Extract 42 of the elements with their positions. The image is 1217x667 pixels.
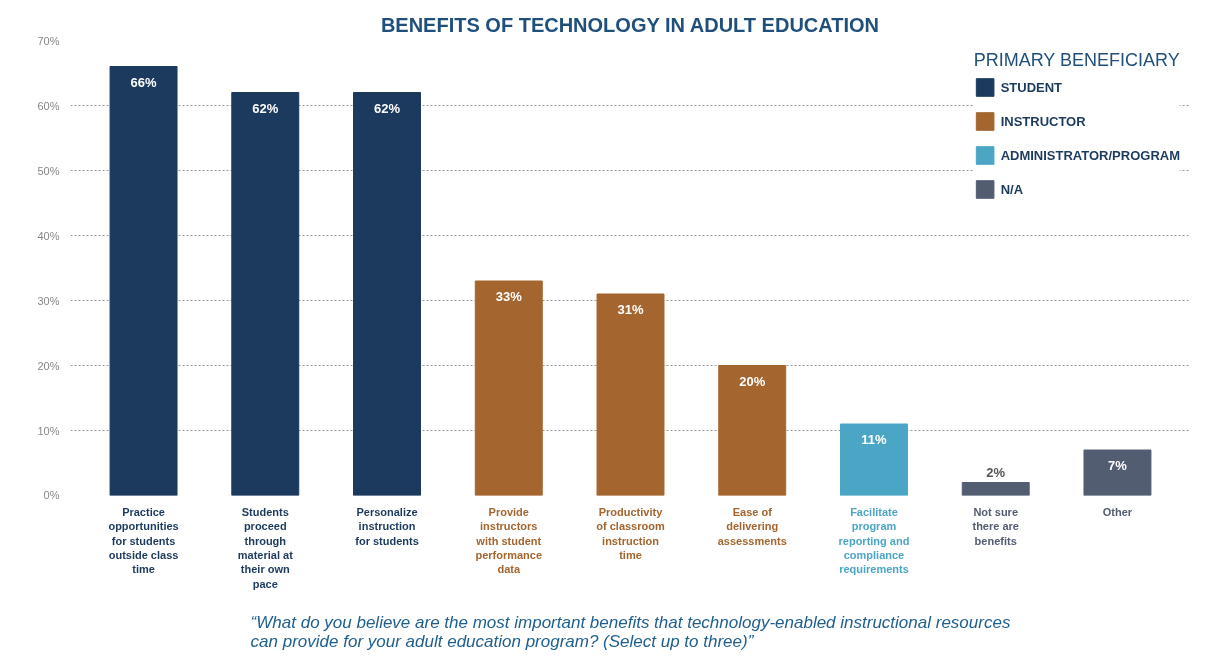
data-label: 7% bbox=[1108, 458, 1128, 473]
data-label: 62% bbox=[252, 100, 279, 116]
data-label: 66% bbox=[130, 74, 157, 90]
x-tick-label: Not sure there are benefits bbox=[972, 505, 1019, 547]
x-tick-label: Facilitate program reporting and compliance requirements bbox=[838, 505, 910, 576]
bar bbox=[231, 92, 300, 496]
legend-label: INSTRUCTOR bbox=[1000, 113, 1086, 129]
bar bbox=[1083, 449, 1152, 496]
data-label: 20% bbox=[739, 373, 766, 389]
bar bbox=[474, 280, 543, 496]
bar bbox=[840, 423, 908, 496]
y-tick-label: 20% bbox=[37, 359, 60, 372]
bar bbox=[109, 66, 178, 496]
chart-title: BENEFITS OF TECHNOLOGY IN ADULT EDUCATION bbox=[380, 13, 880, 36]
bar bbox=[961, 482, 1030, 496]
data-label: 2% bbox=[986, 464, 1006, 480]
y-tick-label: 40% bbox=[37, 229, 60, 242]
y-tick-label: 0% bbox=[43, 488, 60, 501]
bar bbox=[596, 293, 665, 496]
x-tick-label: Students proceed through material at their own pace bbox=[237, 505, 294, 590]
y-tick-label: 50% bbox=[37, 164, 60, 177]
y-tick-label: 10% bbox=[37, 424, 60, 437]
legend-label: STUDENT bbox=[1000, 79, 1063, 95]
x-tick-label: Practice opportunities for students outside class time bbox=[108, 505, 179, 576]
x-tick-label: Ease of delivering assessments bbox=[717, 505, 787, 547]
data-label: 31% bbox=[617, 302, 644, 317]
x-tick-label: Other bbox=[1102, 505, 1133, 518]
data-label: 33% bbox=[495, 289, 523, 304]
data-label: 62% bbox=[374, 100, 401, 116]
text: “What do you believe are the most important benefits that technology-enabled instructional resources can provide for your adult education program? (Select up to three)” bbox=[250, 612, 1011, 651]
y-tick-label: 70% bbox=[37, 34, 60, 47]
x-tick-label: Personalize instruction for students bbox=[355, 505, 419, 547]
y-tick-label: 60% bbox=[37, 99, 60, 112]
legend-label: ADMINISTRATOR/PROGRAM bbox=[1000, 147, 1180, 163]
x-tick-label: Productivity of classroom instruction time bbox=[596, 505, 665, 561]
legend-title: PRIMARY BENEFICIARY bbox=[973, 50, 1180, 71]
bar bbox=[718, 365, 787, 496]
data-label: 11% bbox=[861, 432, 888, 447]
y-tick-label: 30% bbox=[37, 294, 60, 307]
bar bbox=[353, 92, 421, 496]
legend-label: N/A bbox=[1000, 181, 1024, 197]
x-tick-label: Provide instructors with student performance data bbox=[475, 505, 543, 576]
